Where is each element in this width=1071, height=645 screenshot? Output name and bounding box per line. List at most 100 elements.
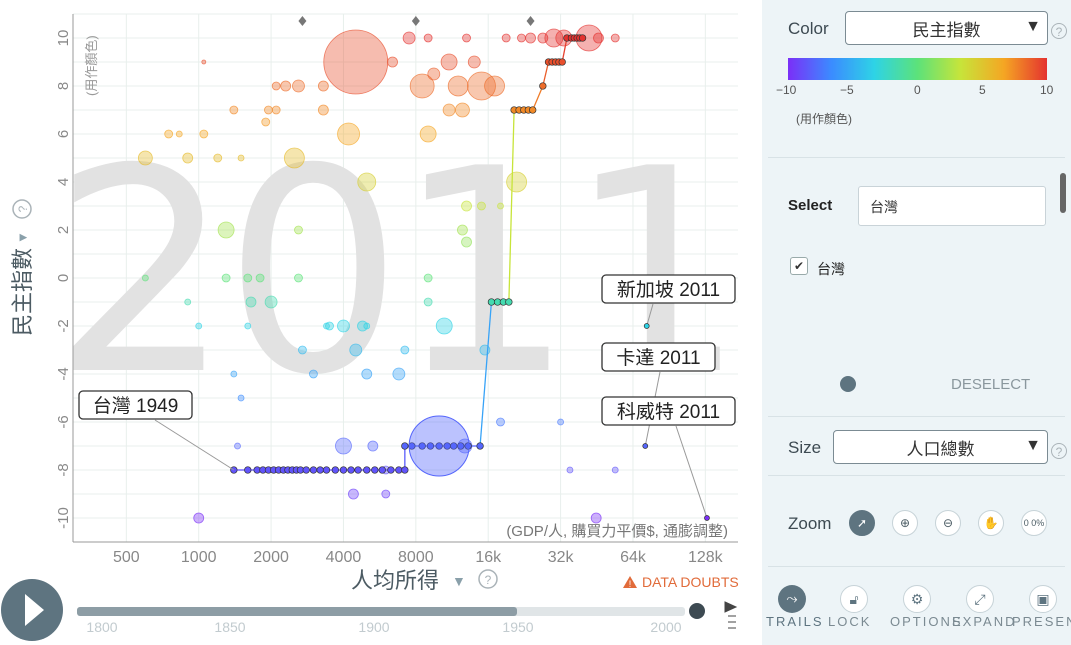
- y-tick-label: 4: [55, 178, 72, 186]
- country-bubble: [141, 274, 149, 282]
- color-legend-bar[interactable]: [788, 58, 1047, 80]
- x-tick-label: 32k: [548, 549, 575, 566]
- pan-icon[interactable]: ✋: [978, 510, 1004, 536]
- country-bubble: [477, 201, 486, 211]
- options-icon[interactable]: ⚙: [903, 585, 931, 613]
- x-tick-label: 4000: [326, 549, 362, 566]
- country-bubble: [402, 31, 416, 45]
- selected-country-bubble: [408, 415, 470, 477]
- annotation-leader: [154, 419, 235, 471]
- y-axis-help-icon[interactable]: [12, 199, 32, 219]
- annotation-leader: [646, 303, 654, 327]
- trail-point: [322, 466, 331, 474]
- trails-icon[interactable]: ⤳: [778, 585, 806, 613]
- country-bubble: [462, 33, 471, 43]
- country-bubble: [317, 104, 329, 116]
- y-axis-label[interactable]: 民主指數: [10, 248, 35, 336]
- country-bubble: [557, 418, 564, 426]
- svg-text:!: !: [629, 579, 632, 589]
- lock-icon[interactable]: 🔓︎: [840, 585, 868, 613]
- country-bubble: [317, 80, 329, 92]
- annotation-point: [704, 515, 710, 521]
- color-label: Color: [788, 19, 829, 38]
- country-bubble: [457, 224, 468, 236]
- annotation-label: 台灣 1949: [93, 395, 179, 417]
- zoom-out-icon[interactable]: ⊖: [935, 510, 961, 536]
- legend-tick: −10: [776, 83, 797, 97]
- y-tick-label: -8: [55, 463, 72, 476]
- trail-point: [302, 466, 310, 474]
- country-bubble: [201, 59, 207, 65]
- timeline-progress: [77, 607, 517, 616]
- country-bubble: [544, 28, 564, 48]
- country-bubble: [501, 33, 511, 43]
- opacity-handle[interactable]: [840, 376, 856, 392]
- country-bubble: [447, 75, 469, 97]
- x-axis-label[interactable]: 人均所得: [351, 568, 439, 593]
- annotation-box: [601, 342, 716, 372]
- timeline-year-label: 1900: [358, 619, 389, 635]
- select-search-input[interactable]: 台灣: [858, 186, 1046, 226]
- speed-control-icon[interactable]: [724, 601, 738, 629]
- deselect-button[interactable]: DESELECT: [951, 376, 1031, 393]
- data-doubts-link[interactable]: ! DATA DOUBTS: [623, 574, 739, 590]
- y-axis-note: (用作顏色): [84, 35, 99, 96]
- country-bubble: [467, 55, 481, 69]
- country-bubble: [337, 122, 360, 146]
- country-bubble: [442, 103, 456, 117]
- y-tick: -2: [55, 319, 72, 332]
- country-bubble: [590, 512, 602, 524]
- help-icon[interactable]: ?: [1051, 443, 1067, 459]
- trail-point: [244, 466, 252, 474]
- country-bubble: [221, 273, 231, 283]
- country-bubble: [455, 102, 470, 118]
- color-dropdown[interactable]: 民主指數 ▼: [845, 11, 1048, 45]
- select-checkbox[interactable]: ✔: [790, 257, 808, 275]
- year-watermark: 2011: [52, 108, 738, 437]
- present-icon[interactable]: ▣: [1029, 585, 1057, 613]
- period-marker-icon: [411, 16, 420, 26]
- country-bubble: [610, 33, 620, 43]
- y-tick-label: 8: [55, 82, 72, 90]
- y-tick: -6: [55, 415, 72, 428]
- zoom-percent[interactable]: 0 0%: [1021, 510, 1047, 536]
- lock-label: LOCK: [828, 614, 872, 629]
- country-bubble: [387, 56, 398, 68]
- y-tick: -10: [55, 507, 72, 529]
- trail-point: [347, 466, 355, 474]
- country-bubble: [234, 442, 241, 450]
- y-tick-label: 2: [55, 226, 72, 234]
- y-tick: 0: [55, 274, 72, 282]
- country-bubble: [357, 172, 377, 192]
- y-tick-label: 10: [55, 30, 72, 47]
- legend-tick: 0: [914, 83, 921, 97]
- scrollbar-thumb[interactable]: [1060, 173, 1066, 213]
- timeline-year-label: 2000: [650, 619, 681, 635]
- trail-point: [363, 466, 371, 474]
- size-dropdown[interactable]: 人口總數 ▼: [833, 430, 1048, 464]
- country-bubble: [409, 73, 435, 99]
- trail-point: [418, 442, 426, 450]
- expand-icon[interactable]: ⤢: [966, 585, 994, 613]
- trail-point: [426, 442, 435, 450]
- trail-point: [331, 466, 339, 474]
- country-bubble: [467, 71, 496, 101]
- y-tick: -4: [55, 367, 72, 380]
- trail-point: [435, 442, 443, 450]
- country-bubble: [271, 81, 281, 91]
- country-bubble: [361, 368, 373, 380]
- trail-point: [457, 442, 465, 450]
- x-axis-help-icon[interactable]: [478, 569, 498, 589]
- cursor-icon[interactable]: ➚: [849, 510, 875, 536]
- country-bubble: [440, 53, 458, 71]
- help-icon[interactable]: ?: [1051, 23, 1067, 39]
- country-bubble: [435, 317, 453, 335]
- trail-point: [378, 466, 386, 474]
- y-tick-label: 6: [55, 130, 72, 138]
- country-bubble: [357, 320, 368, 332]
- country-bubble: [506, 171, 528, 193]
- y-tick: 8: [55, 82, 72, 90]
- options-panel: Color 民主指數 ▼ ? −10 −5 0 5 10 (用作顏色) Selec…: [762, 0, 1071, 645]
- zoom-in-icon[interactable]: ⊕: [892, 510, 918, 536]
- timeline-handle[interactable]: [689, 603, 705, 619]
